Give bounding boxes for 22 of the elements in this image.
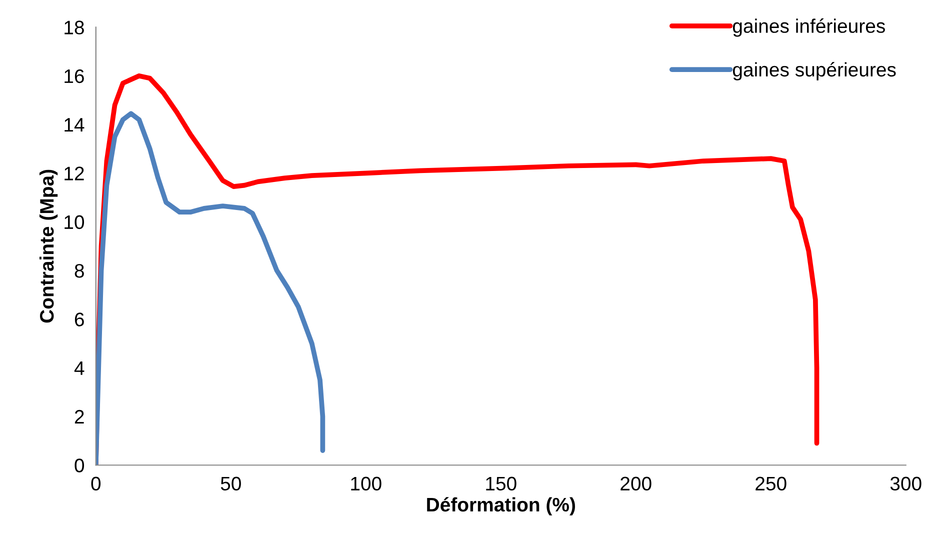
x-tick-label: 250 (756, 476, 786, 491)
y-tick-label: 10 (64, 215, 84, 230)
y-tick-label: 14 (64, 118, 84, 132)
legend-label: gaines inférieures (732, 18, 885, 37)
x-tick-label: 150 (486, 476, 516, 491)
x-tick-label: 50 (220, 476, 241, 491)
x-tick-label: 300 (890, 476, 922, 491)
x-tick-label: 200 (620, 476, 652, 491)
y-tick-label: 0 (74, 458, 84, 472)
line-series (96, 111, 326, 466)
y-tick-label: 16 (64, 69, 84, 84)
y-tick-label: 18 (64, 20, 84, 34)
y-tick-label: 6 (74, 312, 84, 326)
x-tick-label: 0 (91, 476, 101, 491)
x-tick-label: 100 (351, 476, 382, 491)
x-axis-title: Déformation (%) (427, 497, 575, 516)
y-axis-title: Contrainte (Mpa) (39, 170, 58, 323)
y-tick-label: 12 (64, 166, 84, 180)
y-tick-label: 8 (74, 264, 84, 278)
y-tick-label: 2 (74, 410, 84, 424)
legend-label: gaines supérieures (732, 62, 896, 80)
y-tick-label: 4 (74, 361, 84, 375)
